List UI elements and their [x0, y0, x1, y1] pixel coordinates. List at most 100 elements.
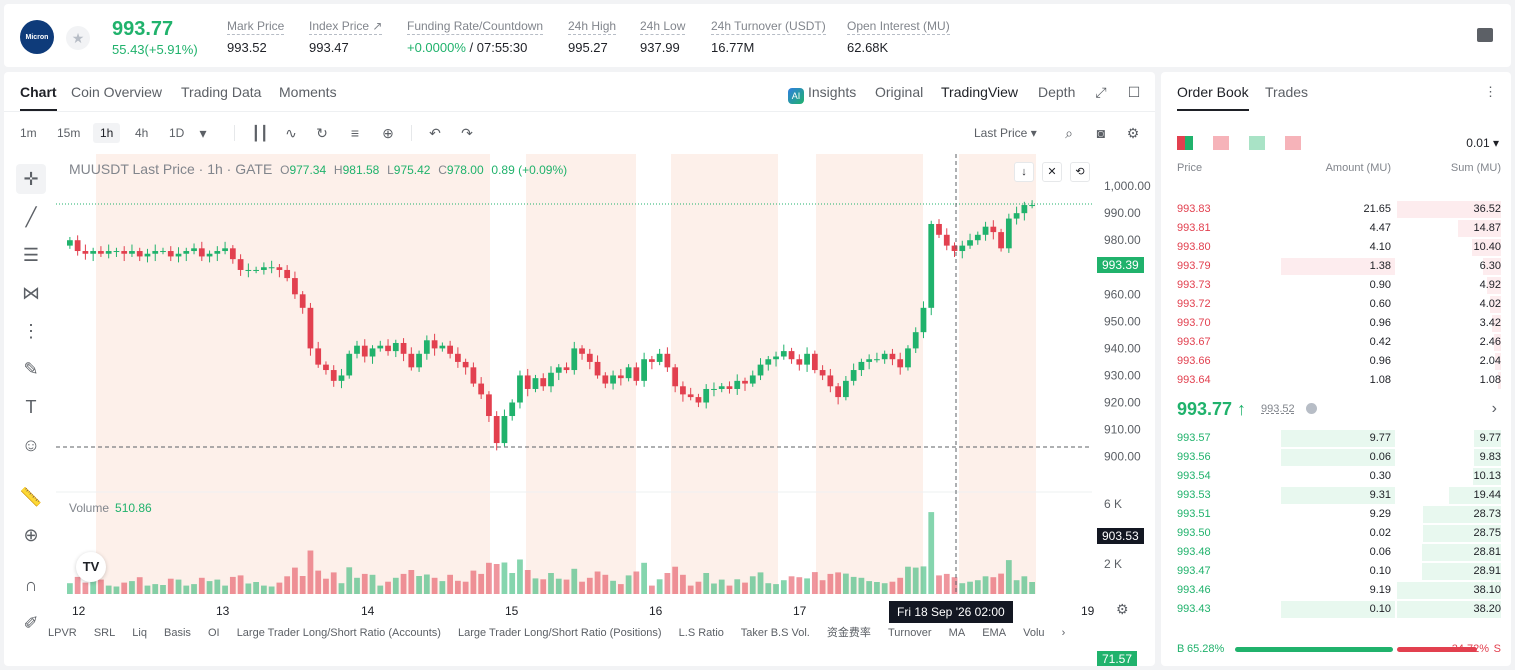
- chart-area[interactable]: 1,000.00990.00980.00970.00960.00950.0094…: [56, 154, 1155, 666]
- indicator-item[interactable]: LPVR: [48, 627, 77, 639]
- tab-chart[interactable]: Chart: [20, 84, 57, 111]
- replay-icon[interactable]: ↻: [316, 125, 328, 141]
- window-icon[interactable]: ☐: [1127, 84, 1141, 100]
- chevron-right-icon[interactable]: ›: [1491, 400, 1497, 417]
- timeframe-15m[interactable]: 15m: [57, 126, 81, 140]
- ask-row[interactable]: 993.64 1.08 1.08: [1161, 371, 1511, 390]
- ask-row[interactable]: 993.80 4.10 10.40: [1161, 238, 1511, 257]
- templates-icon[interactable]: ≡: [350, 125, 360, 141]
- timeframe-1h[interactable]: 1h: [93, 123, 121, 143]
- indicator-item[interactable]: Large Trader Long/Short Ratio (Positions…: [457, 627, 662, 639]
- candles-icon[interactable]: ┃┃: [251, 125, 269, 141]
- timeframe-dropdown-icon[interactable]: ▾: [199, 125, 207, 141]
- undo-icon[interactable]: ↶: [429, 125, 441, 141]
- info-icon[interactable]: [1306, 403, 1317, 414]
- search-icon[interactable]: ⌕: [1065, 125, 1073, 141]
- indicator-item[interactable]: Taker B.S Vol.: [740, 627, 810, 639]
- indicator-item[interactable]: Basis: [164, 627, 191, 639]
- indicator-item[interactable]: SRL: [93, 627, 116, 639]
- tab-trades[interactable]: Trades: [1265, 84, 1309, 100]
- bid-row[interactable]: 993.57 9.77 9.77: [1161, 429, 1511, 448]
- indicator-item[interactable]: MA: [948, 627, 966, 639]
- text-icon[interactable]: T: [25, 397, 37, 417]
- bid-row[interactable]: 993.54 0.30 10.13: [1161, 467, 1511, 486]
- horizontal-lines-icon[interactable]: ☰: [22, 245, 40, 265]
- candle-body: [974, 234, 981, 241]
- view-asks-icon[interactable]: [1213, 136, 1229, 150]
- tab-trading-data[interactable]: Trading Data: [181, 84, 262, 100]
- ask-row[interactable]: 993.66 0.96 2.04: [1161, 352, 1511, 371]
- indicator-item[interactable]: 资金费率: [826, 627, 871, 639]
- emoji-icon[interactable]: ☺: [21, 435, 41, 455]
- bid-row[interactable]: 993.53 9.31 19.44: [1161, 486, 1511, 505]
- camera-icon[interactable]: ◙: [1096, 125, 1106, 141]
- tab-tradingview[interactable]: TradingView: [941, 84, 1019, 100]
- volume-bar: [113, 586, 120, 594]
- timeframe-4h[interactable]: 4h: [135, 126, 149, 140]
- tab-depth[interactable]: Depth: [1038, 84, 1076, 100]
- tab-original[interactable]: Original: [875, 84, 924, 100]
- zoom-in-icon[interactable]: ⊕: [23, 525, 39, 545]
- stat-index-price[interactable]: Index Price ↗ 993.47: [309, 19, 383, 55]
- ask-row[interactable]: 993.79 1.38 6.30: [1161, 257, 1511, 276]
- bid-row[interactable]: 993.43 0.10 38.20: [1161, 600, 1511, 619]
- ask-row[interactable]: 993.73 0.90 4.92: [1161, 276, 1511, 295]
- ask-row[interactable]: 993.70 0.96 3.42: [1161, 314, 1511, 333]
- bid-row[interactable]: 993.50 0.02 28.75: [1161, 524, 1511, 543]
- tick-size-select[interactable]: 0.01 ▾: [1466, 136, 1499, 150]
- collapse-icon[interactable]: ✕: [1042, 162, 1062, 182]
- tab-coin-overview[interactable]: Coin Overview: [71, 84, 163, 100]
- tab-insights[interactable]: AI Insights: [788, 84, 856, 104]
- favorite-star-icon[interactable]: ★: [66, 26, 90, 50]
- pencil-lock-icon[interactable]: ✐: [23, 613, 39, 633]
- candlestick-chart[interactable]: 1,000.00990.00980.00970.00960.00950.0094…: [56, 154, 1155, 624]
- chevron-right-icon[interactable]: ›: [1061, 627, 1066, 639]
- fib-icon[interactable]: ⋮: [22, 321, 40, 341]
- tab-moments[interactable]: Moments: [279, 84, 337, 100]
- price-type-select[interactable]: Last Price ▾: [974, 126, 1037, 140]
- settings-gear-icon[interactable]: ⚙: [1116, 601, 1129, 617]
- tradingview-logo[interactable]: TV: [76, 552, 106, 582]
- indicator-item[interactable]: Large Trader Long/Short Ratio (Accounts): [236, 627, 441, 639]
- bid-row[interactable]: 993.46 9.19 38.10: [1161, 581, 1511, 600]
- bid-row[interactable]: 993.47 0.10 28.91: [1161, 562, 1511, 581]
- scroll-down-icon[interactable]: ↓: [1014, 162, 1034, 182]
- volume-legend: Volume 510.86: [69, 501, 152, 515]
- ask-row[interactable]: 993.72 0.60 4.02: [1161, 295, 1511, 314]
- redo-icon[interactable]: ↷: [461, 125, 473, 141]
- indicator-item[interactable]: EMA: [982, 627, 1007, 639]
- indicator-item[interactable]: Liq: [132, 627, 147, 639]
- sync-icon[interactable]: ⟲: [1070, 162, 1090, 182]
- bid-row[interactable]: 993.56 0.06 9.83: [1161, 448, 1511, 467]
- more-icon[interactable]: ⋮: [1484, 84, 1497, 99]
- timeframe-1d[interactable]: 1D: [169, 126, 185, 140]
- bid-row[interactable]: 993.51 9.29 28.73: [1161, 505, 1511, 524]
- brush-icon[interactable]: ✎: [23, 359, 39, 379]
- timeframe-1m[interactable]: 1m: [20, 126, 37, 140]
- notes-icon[interactable]: [1477, 28, 1493, 42]
- bid-row[interactable]: 993.48 0.06 28.81: [1161, 543, 1511, 562]
- ruler-icon[interactable]: 📏: [19, 487, 43, 507]
- crosshair-icon[interactable]: ✛: [16, 164, 46, 194]
- indicator-item[interactable]: OI: [208, 627, 220, 639]
- indicators-icon[interactable]: ∿: [285, 125, 297, 141]
- view-custom-icon[interactable]: [1285, 136, 1301, 150]
- add-indicator-icon[interactable]: ⊕: [382, 125, 394, 141]
- indicator-item[interactable]: Volu: [1023, 627, 1045, 639]
- pattern-icon[interactable]: ⋈: [22, 283, 40, 303]
- volume-bar: [982, 576, 989, 594]
- candle-body: [905, 348, 911, 368]
- ask-row[interactable]: 993.81 4.47 14.87: [1161, 219, 1511, 238]
- magnet-icon[interactable]: ∩: [24, 575, 38, 595]
- tab-order-book[interactable]: Order Book: [1177, 84, 1249, 111]
- view-bids-icon[interactable]: [1249, 136, 1265, 150]
- candle-body: [455, 353, 461, 362]
- expand-icon[interactable]: ⤢: [1095, 84, 1107, 100]
- indicator-item[interactable]: L.S Ratio: [678, 627, 724, 639]
- ask-row[interactable]: 993.67 0.42 2.46: [1161, 333, 1511, 352]
- trend-line-icon[interactable]: ╱: [25, 207, 37, 227]
- indicator-item[interactable]: Turnover: [887, 627, 932, 639]
- view-both-icon[interactable]: [1177, 136, 1193, 150]
- ask-row[interactable]: 993.83 21.65 36.52: [1161, 200, 1511, 219]
- gear-icon[interactable]: ⚙: [1126, 125, 1140, 141]
